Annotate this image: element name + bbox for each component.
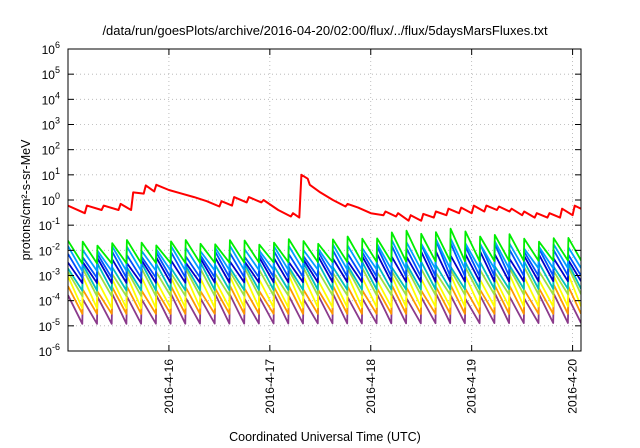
series-line xyxy=(68,173,581,222)
y-tick-label: 10-3 xyxy=(39,267,60,284)
y-tick-label: 10-6 xyxy=(39,342,60,359)
x-tick-label: 2016-4-16 xyxy=(162,359,176,414)
y-tick-label: 106 xyxy=(42,40,60,57)
y-axis-label: protons/cm²-s-sr-MeV xyxy=(19,139,33,261)
series-line xyxy=(68,227,581,265)
x-tick-label: 2016-4-18 xyxy=(364,359,378,414)
y-tick-label: 102 xyxy=(42,141,60,158)
chart-title: /data/run/goesPlots/archive/2016-04-20/0… xyxy=(102,23,548,38)
y-tick-label: 104 xyxy=(42,90,60,107)
y-tick-label: 10-2 xyxy=(39,241,60,258)
y-axis: 10-6 10-5 10-4 10-3 10-2 10-1 100 101 102 103 104 1… xyxy=(39,40,581,359)
y-tick-label: 100 xyxy=(42,191,60,208)
y-tick-label: 10-1 xyxy=(39,216,60,233)
y-tick-label: 10-5 xyxy=(39,317,60,334)
y-tick-label: 101 xyxy=(42,166,60,183)
x-tick-label: 2016-4-19 xyxy=(465,359,479,414)
x-tick-label: 2016-4-17 xyxy=(263,359,277,414)
x-tick-label: 2016-4-20 xyxy=(566,359,580,414)
x-axis: 2016-4-16 2016-4-17 2016-4-18 2016-4-19 2016… xyxy=(162,49,580,414)
y-tick-label: 103 xyxy=(42,116,60,133)
y-tick-label: 10-4 xyxy=(39,292,60,309)
series-layer xyxy=(68,173,581,325)
y-tick-label: 105 xyxy=(42,65,60,82)
x-axis-label: Coordinated Universal Time (UTC) xyxy=(229,430,421,444)
